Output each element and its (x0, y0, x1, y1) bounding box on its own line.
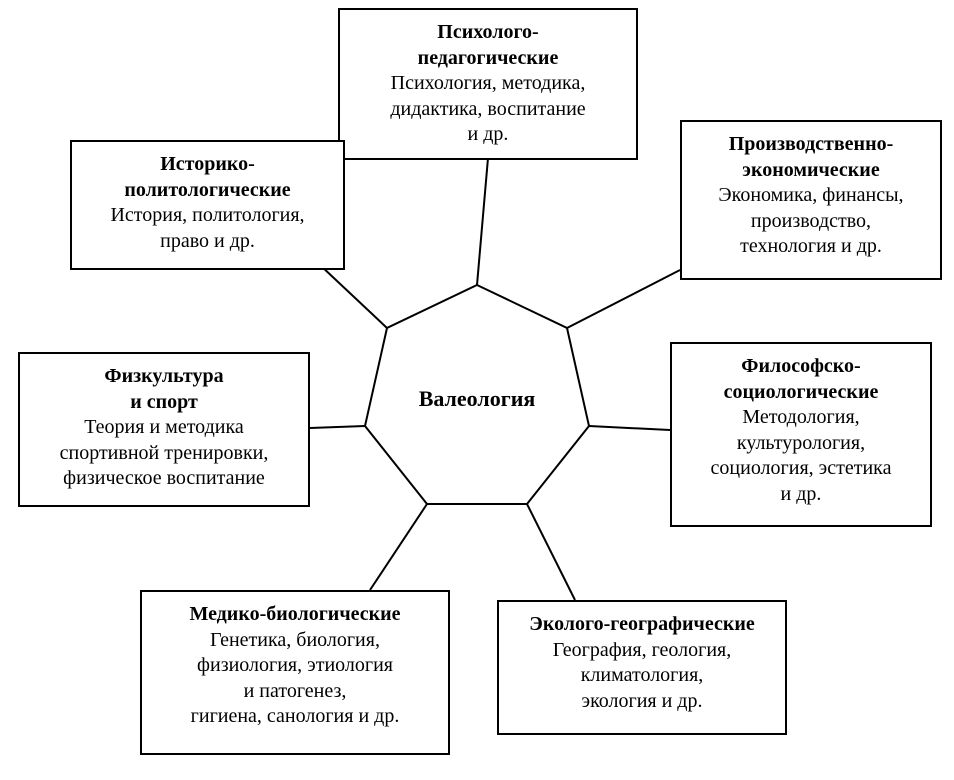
node-top: Психолого-педагогическиеПсихология, мето… (338, 8, 638, 160)
node-right-body: Методология,культурология,социология, эс… (684, 405, 918, 507)
node-upper-left-body: История, политология,право и др. (84, 203, 331, 254)
node-upper-right-body: Экономика, финансы,производство,технолог… (694, 183, 928, 260)
node-lower-left-title: Медико-биологические (154, 602, 436, 628)
node-upper-left: Историко-политологическиеИстория, полито… (70, 140, 345, 270)
connector-left (310, 426, 365, 428)
node-top-body: Психология, методика,дидактика, воспитан… (352, 71, 624, 148)
node-top-title: Психолого-педагогические (352, 20, 624, 71)
center-label: Валеология (397, 386, 557, 412)
node-left-body: Теория и методикаспортивной тренировки,ф… (32, 415, 296, 492)
node-upper-right: Производственно-экономическиеЭкономика, … (680, 120, 942, 280)
node-right-title: Философско-социологические (684, 354, 918, 405)
node-lower-right-body: География, геология,климатология,экологи… (511, 638, 773, 715)
connector-lower-left (370, 504, 427, 590)
node-upper-right-title: Производственно-экономические (694, 132, 928, 183)
node-upper-left-title: Историко-политологические (84, 152, 331, 203)
node-lower-right: Эколого-географическиеГеография, геологи… (497, 600, 787, 735)
connector-upper-right (567, 270, 680, 328)
connector-lower-right (527, 504, 575, 600)
diagram-stage: Валеология Психолого-педагогическиеПсихо… (0, 0, 954, 780)
node-right: Философско-социологическиеМетодология,ку… (670, 342, 932, 527)
node-lower-left-body: Генетика, биология,физиология, этиология… (154, 628, 436, 730)
node-left: Физкультураи спортТеория и методикаспорт… (18, 352, 310, 507)
node-left-title: Физкультураи спорт (32, 364, 296, 415)
connector-right (589, 426, 670, 430)
node-lower-right-title: Эколого-географические (511, 612, 773, 638)
node-lower-left: Медико-биологическиеГенетика, биология,ф… (140, 590, 450, 755)
connector-upper-left (320, 265, 387, 328)
connector-top (477, 158, 488, 285)
